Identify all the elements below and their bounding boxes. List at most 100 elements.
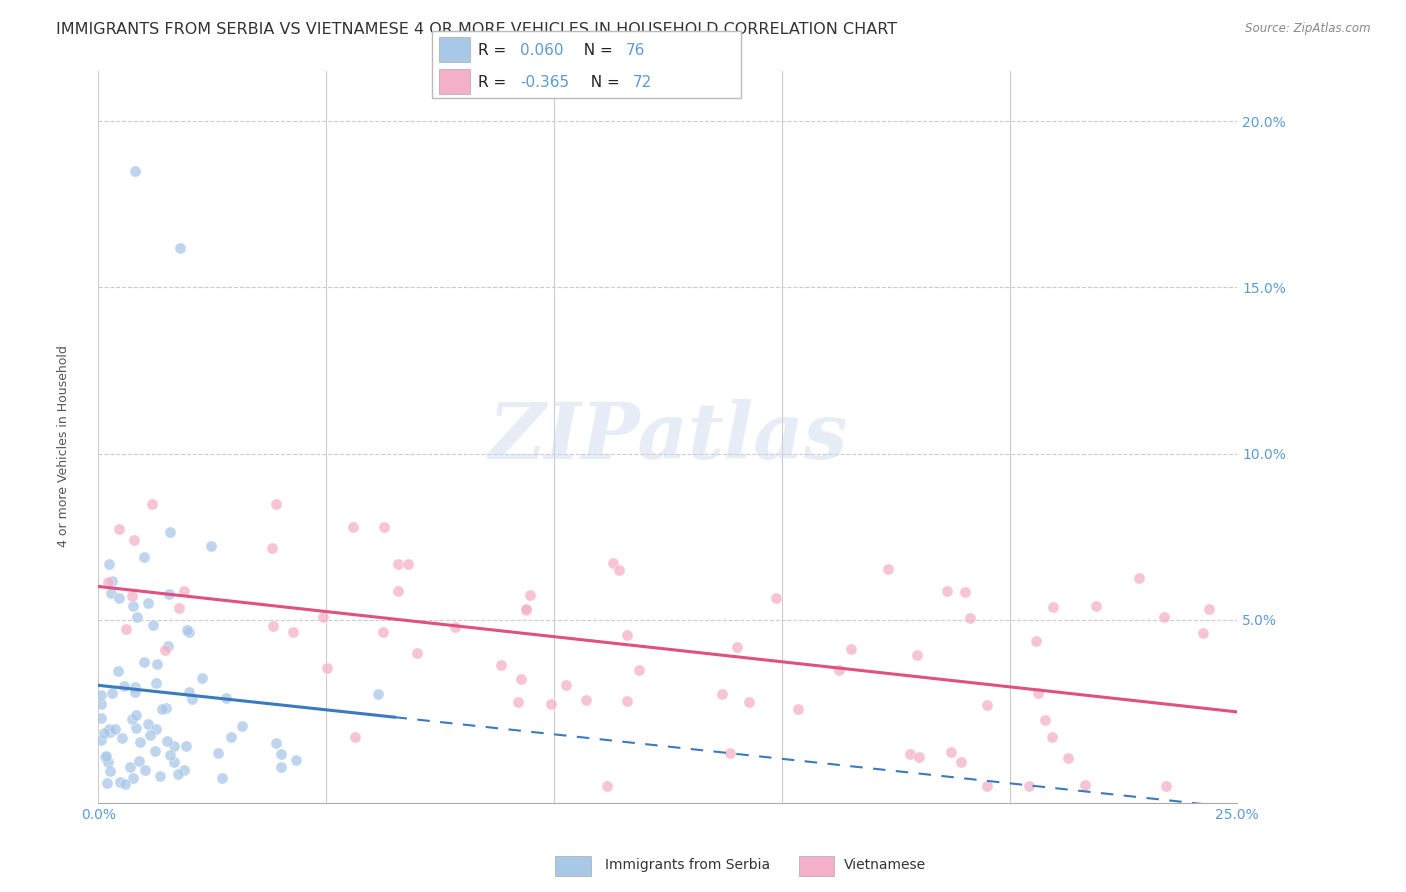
Point — [97, 722, 120, 736]
Point — [1128, 571, 1150, 585]
Point — [344, 731, 367, 745]
Point — [718, 746, 741, 760]
Point — [134, 764, 156, 778]
Point — [1154, 779, 1177, 793]
Point — [231, 719, 253, 733]
Point — [108, 522, 131, 536]
Point — [828, 663, 851, 677]
Point — [1153, 610, 1175, 624]
Point — [108, 774, 131, 789]
Point — [155, 643, 177, 657]
Point — [128, 735, 150, 749]
Point — [628, 663, 651, 677]
Point — [122, 599, 145, 613]
Point — [939, 746, 962, 760]
Point — [1025, 633, 1047, 648]
Point — [124, 680, 146, 694]
Point — [136, 717, 159, 731]
Point — [1191, 625, 1213, 640]
Point — [508, 695, 530, 709]
Point — [281, 624, 304, 639]
Point — [93, 749, 115, 764]
Point — [159, 747, 181, 762]
Text: 4 or more Vehicles in Household: 4 or more Vehicles in Household — [56, 345, 70, 547]
Point — [134, 655, 156, 669]
Point — [1042, 600, 1064, 615]
Point — [124, 164, 146, 178]
Point — [976, 779, 998, 793]
Point — [143, 744, 166, 758]
Point — [142, 618, 165, 632]
Point — [114, 776, 136, 790]
Point — [262, 541, 284, 556]
Point — [765, 591, 787, 605]
Text: ZIPatlas: ZIPatlas — [488, 399, 848, 475]
Point — [1018, 779, 1040, 793]
Point — [738, 695, 761, 709]
Point — [515, 602, 537, 616]
Point — [176, 623, 198, 637]
Point — [607, 563, 630, 577]
Point — [1085, 599, 1108, 614]
Text: IMMIGRANTS FROM SERBIA VS VIETNAMESE 4 OR MORE VEHICLES IN HOUSEHOLD CORRELATION: IMMIGRANTS FROM SERBIA VS VIETNAMESE 4 O… — [56, 22, 897, 37]
Point — [215, 690, 238, 705]
Point — [342, 520, 364, 534]
Point — [90, 688, 112, 702]
Point — [1040, 730, 1063, 744]
Text: Vietnamese: Vietnamese — [844, 858, 925, 872]
Point — [167, 600, 190, 615]
Point — [264, 735, 287, 749]
Point — [575, 692, 598, 706]
Point — [107, 664, 129, 678]
Point — [444, 620, 467, 634]
Point — [179, 684, 201, 698]
Point — [125, 708, 148, 723]
Point — [97, 575, 120, 590]
Point — [959, 611, 981, 625]
Point — [616, 694, 638, 708]
Point — [950, 755, 973, 769]
Point — [367, 687, 389, 701]
Point — [489, 658, 512, 673]
Point — [156, 734, 179, 748]
Point — [387, 557, 409, 571]
Point — [710, 687, 733, 701]
Point — [207, 746, 229, 760]
Point — [169, 241, 191, 255]
Point — [519, 588, 541, 602]
Point — [173, 584, 195, 599]
Point — [121, 712, 143, 726]
Point — [141, 497, 163, 511]
Point — [555, 678, 578, 692]
Point — [125, 609, 148, 624]
Text: N =: N = — [581, 75, 624, 89]
Point — [936, 583, 959, 598]
Point — [145, 676, 167, 690]
Point — [167, 767, 190, 781]
Point — [955, 584, 977, 599]
Point — [101, 574, 124, 589]
Point — [1057, 751, 1080, 765]
Point — [173, 763, 195, 777]
Point — [139, 728, 162, 742]
Point — [108, 591, 131, 605]
Point — [93, 726, 115, 740]
Point — [373, 519, 395, 533]
Point — [270, 747, 292, 761]
Point — [262, 618, 284, 632]
Point — [405, 646, 427, 660]
Point — [373, 624, 395, 639]
Point — [200, 539, 222, 553]
Point — [145, 722, 167, 736]
Point — [602, 556, 624, 570]
Point — [1074, 778, 1097, 792]
Text: R =: R = — [478, 44, 512, 58]
Point — [136, 597, 159, 611]
Point — [100, 586, 122, 600]
Point — [94, 749, 117, 764]
Point — [159, 524, 181, 539]
Text: 72: 72 — [633, 75, 652, 89]
Point — [163, 739, 186, 754]
Point — [190, 672, 212, 686]
Point — [90, 697, 112, 711]
